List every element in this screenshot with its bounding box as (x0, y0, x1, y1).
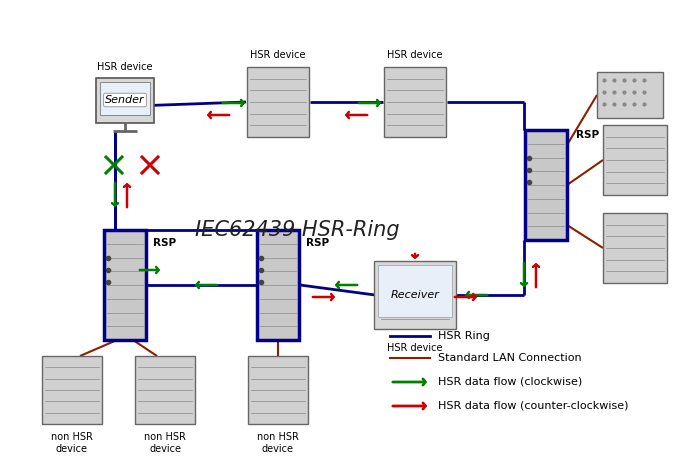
Text: non HSR
device: non HSR device (257, 432, 299, 454)
Text: HSR device: HSR device (251, 50, 306, 60)
FancyBboxPatch shape (525, 130, 567, 240)
FancyBboxPatch shape (96, 78, 154, 123)
FancyBboxPatch shape (384, 67, 446, 137)
Text: RSP: RSP (153, 238, 176, 248)
Text: Receiver: Receiver (391, 290, 440, 300)
Text: HSR Ring: HSR Ring (438, 331, 490, 341)
FancyBboxPatch shape (603, 213, 667, 283)
FancyBboxPatch shape (378, 265, 452, 317)
Text: HSR device: HSR device (97, 62, 153, 72)
FancyBboxPatch shape (104, 230, 146, 340)
Text: HSR device: HSR device (387, 343, 442, 353)
Text: non HSR
device: non HSR device (51, 432, 93, 454)
Text: IEC62439 HSR-Ring: IEC62439 HSR-Ring (195, 220, 400, 240)
Text: RSP: RSP (576, 130, 599, 140)
FancyBboxPatch shape (42, 356, 102, 424)
FancyBboxPatch shape (603, 125, 667, 195)
Text: HSR data flow (clockwise): HSR data flow (clockwise) (438, 377, 582, 387)
Text: HSR device: HSR device (387, 50, 442, 60)
FancyBboxPatch shape (248, 356, 308, 424)
Text: HSR data flow (counter-clockwise): HSR data flow (counter-clockwise) (438, 401, 629, 411)
FancyBboxPatch shape (257, 230, 299, 340)
Text: non HSR
device: non HSR device (144, 432, 186, 454)
FancyBboxPatch shape (374, 261, 456, 329)
FancyBboxPatch shape (597, 72, 663, 118)
Text: RSP: RSP (306, 238, 329, 248)
Text: Sender: Sender (105, 95, 145, 105)
Text: Standard LAN Connection: Standard LAN Connection (438, 353, 582, 363)
FancyBboxPatch shape (135, 356, 195, 424)
FancyBboxPatch shape (247, 67, 309, 137)
FancyBboxPatch shape (100, 82, 150, 115)
